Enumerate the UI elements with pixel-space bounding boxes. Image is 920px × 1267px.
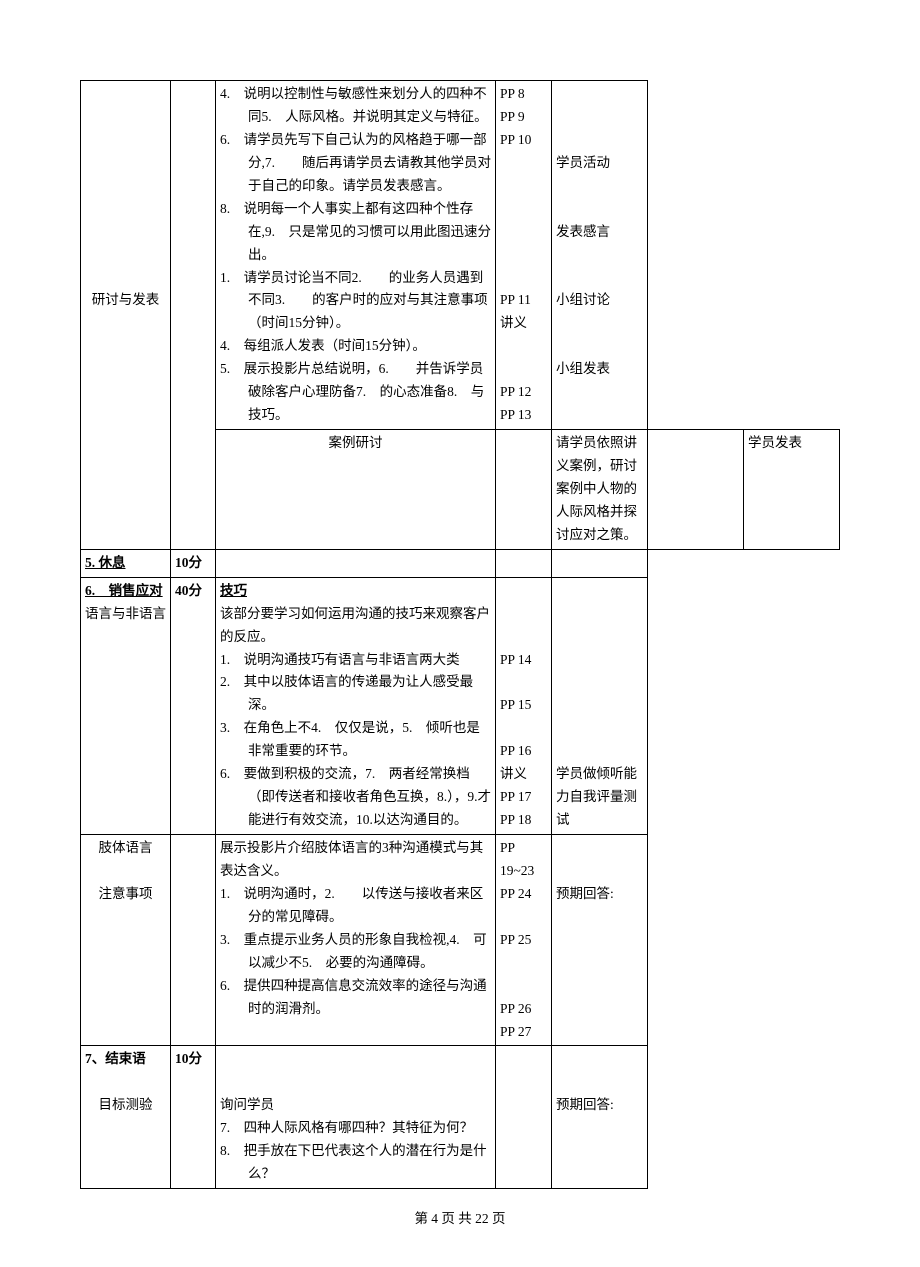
activity-label: 目标测验: [85, 1094, 166, 1117]
time-label: 10分: [175, 1051, 202, 1066]
ref-item: PP 13: [500, 404, 547, 427]
content-item: 8. 说明每一个人事实上都有这四种个性存在,9. 只是常见的习惯可以用此图迅速分…: [220, 198, 491, 267]
lesson-plan-table: 研讨与发表 4. 说明以控制性与敏感性来划分人的四种不同5. 人际风格。并说明其…: [80, 80, 840, 1189]
cell-ref: PP 19~23 PP 24 PP 25 PP 26 PP 27: [496, 835, 552, 1046]
cell-ref: PP 14 PP 15 PP 16 讲义 PP 17 PP 18: [496, 577, 552, 834]
content-item: 1. 说明沟通技巧有语言与非语言两大类: [220, 649, 491, 672]
content-item: 6. 要做到积极的交流，7. 两者经常换档（即传送者和接收者角色互换，8.），9…: [220, 763, 491, 832]
content-item: 5. 展示投影片总结说明，6. 并告诉学员破除客户心理防备7. 的心态准备8. …: [220, 358, 491, 427]
cell-note: 学员发表: [744, 430, 840, 550]
subsection-heading: 技巧: [220, 580, 491, 603]
cell-activity: 案例研讨: [216, 430, 496, 550]
activity-label: 研讨与发表: [85, 289, 166, 312]
cell-ref: [648, 430, 744, 550]
activity-label: 肢体语言: [85, 837, 166, 860]
cell-ref: PP 8 PP 9 PP 10 PP 11 讲义 PP 12 PP 13: [496, 81, 552, 430]
page-footer: 第 4 页 共 22 页: [80, 1207, 840, 1227]
ref-item: PP 24: [500, 883, 547, 906]
cell-content: 询问学员 7. 四种人际风格有哪四种？其特征为何？ 8. 把手放在下巴代表这个人…: [216, 1046, 496, 1189]
cell-time: [496, 430, 552, 550]
ref-item: PP 26: [500, 998, 547, 1021]
cell-note: 学员活动 发表感言 小组讨论 小组发表: [552, 81, 648, 430]
table-row: 研讨与发表 4. 说明以控制性与敏感性来划分人的四种不同5. 人际风格。并说明其…: [81, 81, 840, 430]
cell-note: 预期回答:: [552, 1046, 648, 1189]
ref-item: PP 15: [500, 694, 547, 717]
cell-activity: 5. 休息: [81, 549, 171, 577]
content-item: 7. 四种人际风格有哪四种？其特征为何？: [220, 1117, 491, 1140]
cell-activity: 研讨与发表: [81, 81, 171, 550]
cell-activity: 7、结束语 目标测验: [81, 1046, 171, 1189]
note-item: 小组讨论: [556, 289, 643, 312]
table-row: 5. 休息 10分: [81, 549, 840, 577]
note-item: 发表感言: [556, 221, 643, 244]
cell-ref: [496, 549, 552, 577]
note-item: 小组发表: [556, 358, 643, 381]
content-item: 1. 说明沟通时，2. 以传送与接收者来区分的常见障碍。: [220, 883, 491, 929]
cell-activity: 6. 销售应对 语言与非语言: [81, 577, 171, 834]
section-heading: 5. 休息: [85, 555, 126, 570]
activity-label: 案例研讨: [220, 432, 491, 455]
ref-item: PP 8: [500, 83, 547, 106]
cell-time: 10分: [171, 549, 216, 577]
content-item: 1. 请学员讨论当不同2. 的业务人员遇到不同3. 的客户时的应对与其注意事项（…: [220, 267, 491, 336]
table-row: 7、结束语 目标测验 10分 询问学员 7. 四种人际风格有哪四种？其特征为何？…: [81, 1046, 840, 1189]
cell-activity: 肢体语言 注意事项: [81, 835, 171, 1046]
ref-item: PP 27: [500, 1021, 547, 1044]
cell-note: 学员做倾听能力自我评量测试: [552, 577, 648, 834]
content-item: 6. 提供四种提高信息交流效率的途径与沟通时的润滑剂。: [220, 975, 491, 1021]
content-item: 4. 说明以控制性与敏感性来划分人的四种不同5. 人际风格。并说明其定义与特征。: [220, 83, 491, 129]
activity-label: 注意事项: [85, 883, 166, 906]
cell-content: 展示投影片介绍肢体语言的3种沟通模式与其表达含义。 1. 说明沟通时，2. 以传…: [216, 835, 496, 1046]
note-item: 学员发表: [748, 432, 835, 455]
cell-content: 4. 说明以控制性与敏感性来划分人的四种不同5. 人际风格。并说明其定义与特征。…: [216, 81, 496, 430]
activity-sub: 语言与非语言: [85, 603, 166, 626]
content-text: 请学员依照讲义案例，研讨案例中人物的人际风格并探讨应对之策。: [556, 432, 643, 547]
table-row: 肢体语言 注意事项 展示投影片介绍肢体语言的3种沟通模式与其表达含义。 1. 说…: [81, 835, 840, 1046]
note-item: 学员做倾听能力自我评量测试: [556, 763, 643, 832]
content-item: 4. 每组派人发表（时间15分钟）。: [220, 335, 491, 358]
content-item: 8. 把手放在下巴代表这个人的潜在行为是什么？: [220, 1140, 491, 1186]
cell-time: [171, 81, 216, 550]
section-heading: 6. 销售应对: [85, 580, 166, 603]
ref-item: 讲义: [500, 312, 547, 335]
content-item: 6. 请学员先写下自己认为的风格趋于哪一部分,7. 随后再请学员去请教其他学员对…: [220, 129, 491, 198]
note-item: 学员活动: [556, 152, 643, 175]
cell-note: [552, 549, 648, 577]
ref-item: PP 16: [500, 740, 547, 763]
note-item: 预期回答:: [556, 1094, 643, 1117]
cell-content: 请学员依照讲义案例，研讨案例中人物的人际风格并探讨应对之策。: [552, 430, 648, 550]
ref-item: PP 17: [500, 786, 547, 809]
ref-item: PP 14: [500, 649, 547, 672]
content-text: 该部分要学习如何运用沟通的技巧来观察客户的反应。: [220, 603, 491, 649]
time-label: 40分: [175, 583, 202, 598]
ref-item: 讲义: [500, 763, 547, 786]
ref-item: 19~23: [500, 860, 547, 883]
table-row: 6. 销售应对 语言与非语言 40分 技巧 该部分要学习如何运用沟通的技巧来观察…: [81, 577, 840, 834]
cell-time: 40分: [171, 577, 216, 834]
content-item: 3. 在角色上不4. 仅仅是说，5. 倾听也是非常重要的环节。: [220, 717, 491, 763]
ref-item: PP 25: [500, 929, 547, 952]
ref-item: PP 11: [500, 289, 547, 312]
note-item: 预期回答:: [556, 883, 643, 906]
content-item: 3. 重点提示业务人员的形象自我检视,4. 可以减少不5. 必要的沟通障碍。: [220, 929, 491, 975]
content-text: 展示投影片介绍肢体语言的3种沟通模式与其表达含义。: [220, 837, 491, 883]
cell-time: 10分: [171, 1046, 216, 1189]
section-heading: 7、结束语: [85, 1048, 166, 1071]
cell-ref: [496, 1046, 552, 1189]
content-item: 2. 其中以肢体语言的传递最为让人感受最深。: [220, 671, 491, 717]
ref-item: PP 12: [500, 381, 547, 404]
cell-content: [216, 549, 496, 577]
cell-note: 预期回答:: [552, 835, 648, 1046]
cell-time: [171, 835, 216, 1046]
ref-item: PP 9: [500, 106, 547, 129]
time-label: 10分: [175, 555, 202, 570]
content-text: 询问学员: [220, 1094, 491, 1117]
ref-item: PP: [500, 837, 547, 860]
ref-item: PP 18: [500, 809, 547, 832]
ref-item: PP 10: [500, 129, 547, 152]
cell-content: 技巧 该部分要学习如何运用沟通的技巧来观察客户的反应。 1. 说明沟通技巧有语言…: [216, 577, 496, 834]
